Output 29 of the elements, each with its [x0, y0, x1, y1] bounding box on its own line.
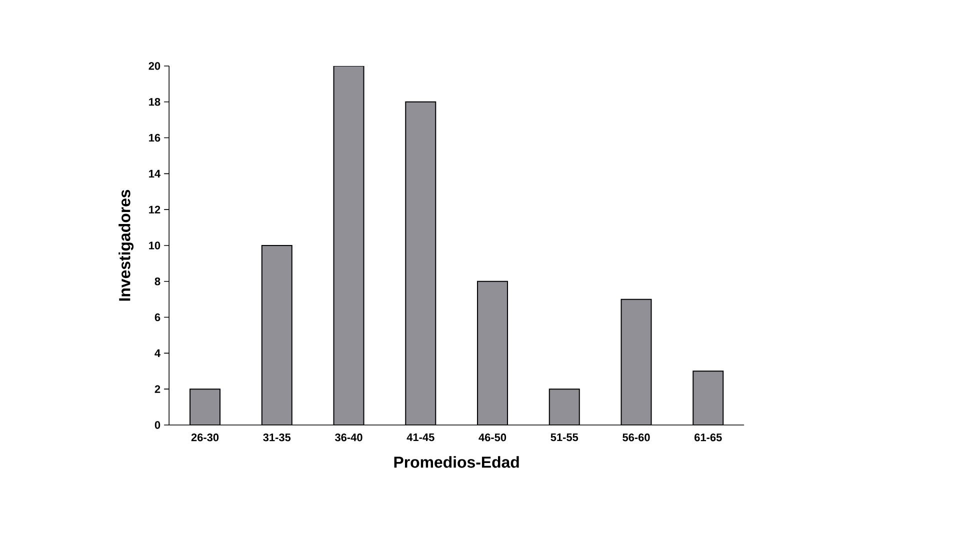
x-tick-label: 36-40: [334, 434, 362, 442]
bar: [548, 388, 580, 425]
x-tick-label: 61-65: [694, 434, 722, 442]
bar: [261, 244, 292, 425]
y-tick-label: 10: [149, 242, 160, 250]
y-tick-label: 18: [149, 98, 160, 106]
bar: [477, 280, 508, 425]
bar: [333, 66, 364, 425]
y-tick-label: 4: [154, 349, 160, 357]
x-tick-label: 51-55: [550, 434, 578, 442]
y-tick-label: 20: [148, 62, 160, 70]
x-tick-label: 56-60: [622, 434, 650, 442]
bar: [692, 370, 724, 425]
bar: [405, 101, 436, 425]
bar: [620, 298, 652, 425]
x-tick-label: 46-50: [478, 434, 506, 442]
y-tick-label: 0: [154, 421, 160, 429]
y-tick-label: 2: [154, 385, 160, 393]
bar: [190, 388, 221, 425]
y-tick-label: 8: [154, 278, 160, 286]
y-tick-label: 6: [154, 313, 160, 322]
y-tick-label: 16: [149, 134, 160, 142]
x-axis-title: Promedios-Edad: [394, 456, 519, 468]
x-tick-label: 41-45: [406, 434, 434, 442]
x-tick-label: 26-30: [191, 434, 219, 442]
x-tick-label: 31-35: [263, 434, 291, 442]
y-tick-label: 14: [149, 170, 160, 178]
y-axis-title: Investigadores: [118, 190, 134, 301]
y-tick-label: 12: [149, 206, 160, 214]
